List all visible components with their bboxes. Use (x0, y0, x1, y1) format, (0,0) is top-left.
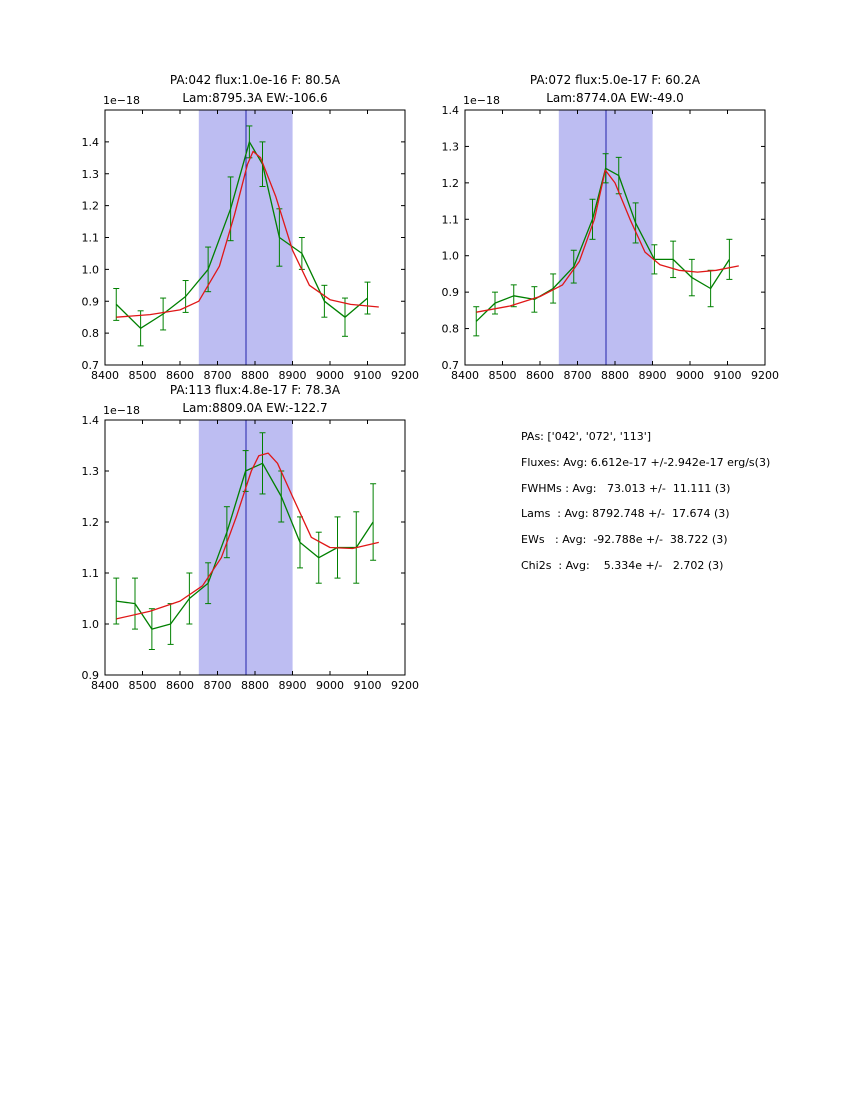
y-tick-label: 1.4 (82, 414, 100, 427)
y-tick-label: 1.4 (82, 136, 100, 149)
plot-title-line2: Lam:8795.3A EW:-106.6 (182, 91, 327, 105)
y-tick-label: 1.3 (442, 140, 460, 153)
y-tick-label: 0.9 (82, 295, 100, 308)
y-tick-label: 0.9 (82, 669, 100, 682)
x-tick-label: 8400 (91, 369, 119, 382)
error-bar (473, 306, 480, 337)
fit-curve (476, 169, 739, 313)
x-tick-label: 9000 (676, 369, 704, 382)
y-tick-label: 1.0 (82, 263, 100, 276)
y-tick-label: 1.2 (82, 200, 100, 213)
y-tick-label: 0.9 (442, 286, 460, 299)
y-tick-label: 1.2 (82, 516, 100, 529)
fit-curve (116, 150, 379, 318)
x-tick-label: 8400 (451, 369, 479, 382)
stats-line-pas: PAs: ['042', '072', '113'] (521, 430, 652, 443)
x-tick-label: 8500 (129, 679, 157, 692)
error-bar (113, 288, 120, 321)
x-tick-label: 8600 (526, 369, 554, 382)
x-tick-label: 9000 (316, 679, 344, 692)
chart-svg: 8400 8500 8600 8700 8800 8900 9000 9100 9200 0.9 1… (82, 383, 420, 692)
spectrum-line (115, 141, 368, 329)
chart-svg: 8400 8500 8600 8700 8800 8900 9000 9100 9200 0.7 0… (442, 73, 780, 382)
y-axis-offset-label: 1e−18 (103, 404, 140, 417)
error-bar (113, 577, 120, 625)
y-tick-label: 1.4 (442, 104, 460, 117)
x-tick-label: 8600 (166, 369, 194, 382)
error-bar (726, 238, 733, 280)
x-tick-label: 8700 (204, 679, 232, 692)
stats-line-fluxes: Fluxes: Avg: 6.612e-17 +/-2.942e-17 erg/… (521, 455, 771, 469)
y-tick-label: 1.2 (442, 177, 460, 190)
y-tick-label: 1.3 (82, 168, 100, 181)
x-tick-label: 8900 (279, 679, 307, 692)
x-tick-label: 9200 (391, 369, 419, 382)
x-tick-label: 8400 (91, 679, 119, 692)
stats-line-fwhms: FWHMs : Avg: 73.013 +/- 11.111 (3) (521, 481, 731, 495)
x-tick-label: 8800 (241, 679, 269, 692)
plot-pa-042: 8400 8500 8600 8700 8800 8900 9000 9100 9200 0.7 0… (55, 68, 433, 398)
plot-title-line1: PA:072 flux:5.0e-17 F: 60.2A (530, 73, 701, 87)
y-tick-label: 1.3 (82, 465, 100, 478)
x-tick-label: 9100 (354, 369, 382, 382)
x-tick-label: 9100 (354, 679, 382, 692)
x-tick-label: 8500 (129, 369, 157, 382)
y-tick-label: 0.7 (442, 359, 460, 372)
x-tick-label: 9200 (391, 679, 419, 692)
y-tick-label: 1.0 (442, 250, 460, 263)
error-bar (364, 281, 371, 315)
y-axis-offset-label: 1e−18 (463, 94, 500, 107)
plot-title-line1: PA:042 flux:1.0e-16 F: 80.5A (170, 73, 341, 87)
stats-line-lams: Lams : Avg: 8792.748 +/- 17.674 (3) (521, 507, 730, 521)
y-tick-label: 1.1 (82, 567, 100, 580)
x-tick-label: 8500 (489, 369, 517, 382)
x-tick-label: 8900 (279, 369, 307, 382)
stats-line-chi2s: Chi2s : Avg: 5.334e +/- 2.702 (3) (521, 558, 724, 572)
y-tick-label: 0.7 (82, 359, 100, 372)
error-bar (370, 483, 377, 561)
chart-svg: 8400 8500 8600 8700 8800 8900 9000 9100 9200 0.7 0… (82, 73, 420, 382)
fit-curve (116, 452, 379, 620)
stats-line-ews: EWs : Avg: -92.788e +/- 38.722 (3) (521, 533, 728, 547)
x-tick-label: 8900 (639, 369, 667, 382)
y-tick-label: 0.8 (442, 323, 460, 336)
y-tick-label: 1.1 (82, 232, 100, 245)
y-tick-label: 1.1 (442, 213, 460, 226)
x-tick-label: 8800 (601, 369, 629, 382)
plot-pa-113: 8400 8500 8600 8700 8800 8900 9000 9100 9200 0.9 1… (55, 378, 433, 708)
plot-title-line2: Lam:8809.0A EW:-122.7 (182, 401, 327, 415)
y-axis-offset-label: 1e−18 (103, 94, 140, 107)
plot-title-line1: PA:113 flux:4.8e-17 F: 78.3A (170, 383, 341, 397)
y-tick-label: 1.0 (82, 618, 100, 631)
x-tick-label: 9200 (751, 369, 779, 382)
spectrum-line (116, 462, 374, 630)
x-tick-label: 8800 (241, 369, 269, 382)
x-tick-label: 9100 (714, 369, 742, 382)
x-tick-label: 9000 (316, 369, 344, 382)
plot-title-line2: Lam:8774.0A EW:-49.0 (546, 91, 684, 105)
x-tick-label: 8700 (204, 369, 232, 382)
x-tick-label: 8600 (166, 679, 194, 692)
stats-panel: PAs: ['042', '072', '113'] Fluxes: Avg: … (521, 424, 770, 579)
plot-pa-072: 8400 8500 8600 8700 8800 8900 9000 9100 9200 0.7 0… (415, 68, 793, 398)
x-tick-label: 8700 (564, 369, 592, 382)
y-tick-label: 0.8 (82, 327, 100, 340)
